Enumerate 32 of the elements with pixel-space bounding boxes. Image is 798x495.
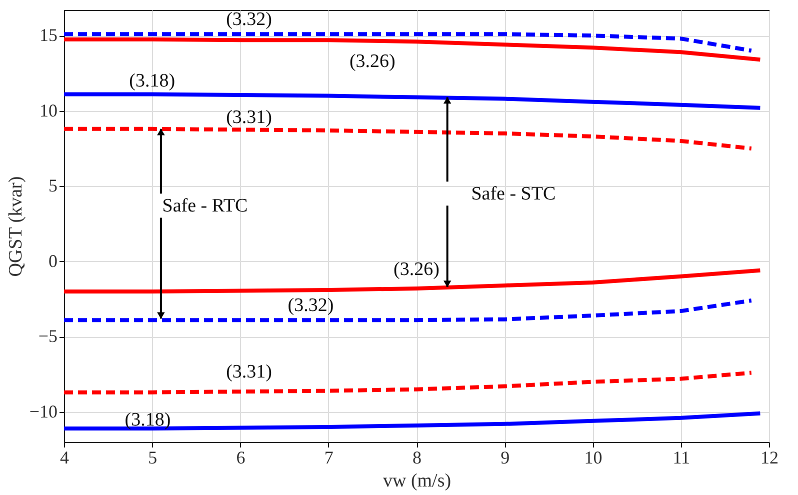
annotation: (3.26): [394, 258, 440, 280]
x-tick-label: 5: [148, 448, 158, 468]
x-tick-label: 4: [60, 448, 69, 468]
line-series: [62, 411, 762, 430]
annotation: Safe - STC: [471, 184, 556, 205]
x-tick-label: 8: [412, 448, 422, 468]
y-tick-label: 15: [40, 25, 58, 46]
annotation: (3.31): [226, 361, 272, 382]
line-series: [62, 92, 762, 110]
x-tick-label: 7: [324, 448, 334, 468]
y-tick-label: −10: [29, 401, 58, 422]
annotation: (3.32): [226, 9, 272, 30]
x-tick-label: 6: [236, 448, 246, 468]
line-series: [62, 32, 754, 53]
y-tick-label: −5: [38, 326, 58, 346]
y-tick-label: 10: [40, 100, 58, 120]
x-tick-label: 10: [584, 448, 602, 468]
line-series: [62, 126, 754, 150]
line-series: [62, 298, 754, 322]
annotation: (3.18): [129, 70, 176, 92]
x-tick-label: 9: [500, 448, 510, 468]
annotation: (3.26): [349, 51, 396, 72]
x-tick-label: 11: [672, 448, 690, 468]
x-axis-title: vw (m/s): [382, 470, 452, 492]
annotation: (3.18): [124, 409, 171, 430]
annotation: (3.31): [226, 106, 272, 128]
y-axis-title: QGST (kvar): [5, 176, 26, 277]
annotation: Safe - RTC: [162, 196, 248, 217]
x-tick-label: 12: [760, 448, 778, 468]
y-tick-label: 0: [48, 250, 58, 271]
annotation: (3.32): [288, 295, 334, 316]
y-tick-label: 5: [48, 176, 58, 196]
